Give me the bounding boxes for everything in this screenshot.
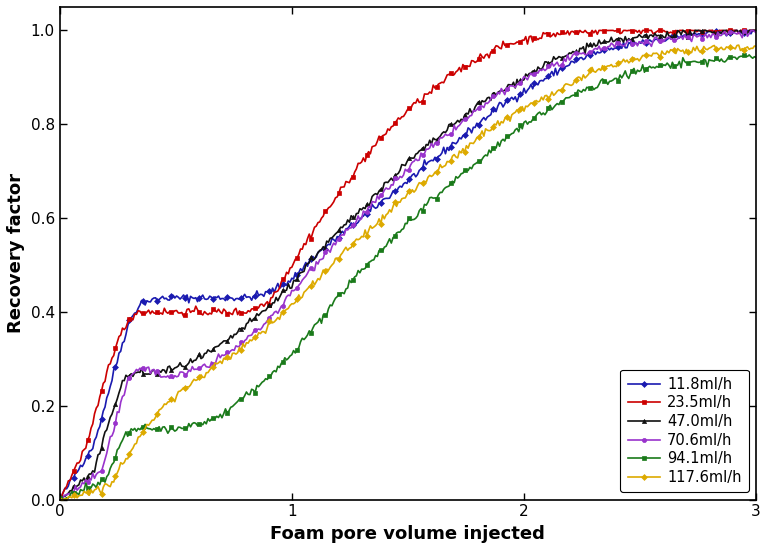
23.5ml/h xyxy=(55,496,65,503)
117.6ml/h xyxy=(558,87,567,94)
Line: 117.6ml/h: 117.6ml/h xyxy=(58,43,758,502)
117.6ml/h xyxy=(282,306,291,313)
23.5ml/h xyxy=(282,269,291,276)
Legend: 11.8ml/h, 23.5ml/h, 47.0ml/h, 70.6ml/h, 94.1ml/h, 117.6ml/h: 11.8ml/h, 23.5ml/h, 47.0ml/h, 70.6ml/h, … xyxy=(621,370,749,492)
47.0ml/h xyxy=(55,494,65,501)
11.8ml/h xyxy=(561,63,571,70)
94.1ml/h xyxy=(55,496,65,503)
23.5ml/h xyxy=(493,43,502,50)
47.0ml/h xyxy=(752,27,761,34)
Line: 11.8ml/h: 11.8ml/h xyxy=(58,28,758,501)
70.6ml/h xyxy=(561,58,571,65)
117.6ml/h xyxy=(752,43,761,50)
70.6ml/h xyxy=(139,365,148,371)
94.1ml/h xyxy=(331,295,340,301)
70.6ml/h xyxy=(493,89,502,96)
Y-axis label: Recovery factor: Recovery factor xyxy=(7,173,25,333)
70.6ml/h xyxy=(752,29,761,36)
94.1ml/h xyxy=(745,52,754,58)
11.8ml/h xyxy=(493,103,502,109)
47.0ml/h xyxy=(563,52,572,58)
23.5ml/h xyxy=(561,31,571,37)
94.1ml/h xyxy=(282,356,291,363)
94.1ml/h xyxy=(139,424,148,430)
11.8ml/h xyxy=(282,282,291,289)
117.6ml/h xyxy=(55,496,65,503)
70.6ml/h xyxy=(741,27,750,34)
Line: 23.5ml/h: 23.5ml/h xyxy=(58,28,758,502)
47.0ml/h xyxy=(495,88,504,95)
23.5ml/h xyxy=(331,195,340,201)
23.5ml/h xyxy=(575,27,584,34)
47.0ml/h xyxy=(283,280,293,287)
23.5ml/h xyxy=(558,29,567,36)
47.0ml/h xyxy=(57,496,66,503)
23.5ml/h xyxy=(139,310,148,316)
94.1ml/h xyxy=(561,95,571,101)
94.1ml/h xyxy=(558,98,567,105)
94.1ml/h xyxy=(493,139,502,145)
11.8ml/h xyxy=(708,27,717,34)
47.0ml/h xyxy=(560,53,569,60)
47.0ml/h xyxy=(141,371,150,377)
Line: 47.0ml/h: 47.0ml/h xyxy=(58,28,758,501)
117.6ml/h xyxy=(139,428,148,435)
117.6ml/h xyxy=(493,118,502,124)
47.0ml/h xyxy=(678,27,687,34)
70.6ml/h xyxy=(331,241,340,248)
Line: 94.1ml/h: 94.1ml/h xyxy=(58,53,758,502)
11.8ml/h xyxy=(558,64,567,71)
23.5ml/h xyxy=(752,27,761,34)
70.6ml/h xyxy=(558,62,567,68)
11.8ml/h xyxy=(331,238,340,245)
47.0ml/h xyxy=(333,229,342,236)
11.8ml/h xyxy=(752,27,761,34)
X-axis label: Foam pore volume injected: Foam pore volume injected xyxy=(270,525,545,543)
11.8ml/h xyxy=(139,298,148,305)
70.6ml/h xyxy=(55,496,65,503)
117.6ml/h xyxy=(331,255,340,262)
117.6ml/h xyxy=(561,80,571,87)
70.6ml/h xyxy=(282,293,291,300)
94.1ml/h xyxy=(752,54,761,61)
11.8ml/h xyxy=(55,496,65,502)
Line: 70.6ml/h: 70.6ml/h xyxy=(58,28,758,502)
117.6ml/h xyxy=(734,42,743,48)
